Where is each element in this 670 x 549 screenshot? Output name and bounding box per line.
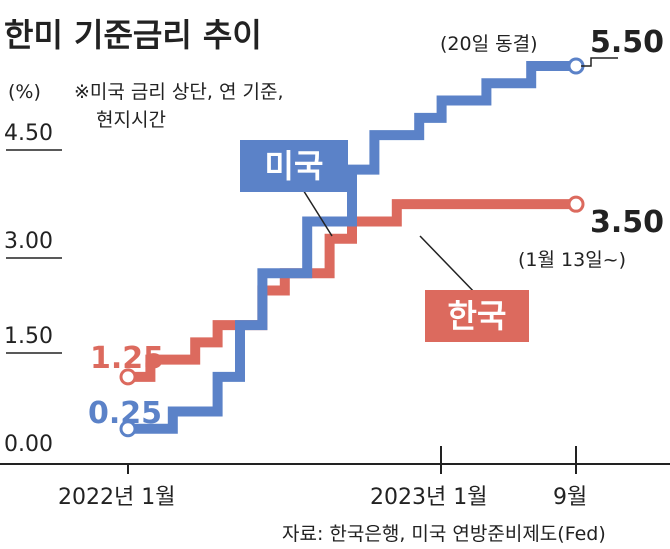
us-end-label: 5.50 xyxy=(590,25,664,60)
korea-end-marker xyxy=(567,195,585,213)
y-tick-1.50: 1.50 xyxy=(4,324,53,349)
y-tick-0.00: 0.00 xyxy=(4,432,53,457)
series-line-us xyxy=(128,61,576,434)
note-line-1: ※미국 금리 상단, 연 기준, xyxy=(74,81,283,103)
us-callout-box xyxy=(240,140,348,192)
korea-start-label: 1.25 xyxy=(90,341,164,376)
us-callout-leader xyxy=(299,184,333,237)
unit-label: (%) xyxy=(8,81,41,103)
korea-start-marker xyxy=(119,368,137,386)
note-line-2: 현지시간 xyxy=(96,109,166,131)
x-tick-2022-01: 2022년 1월 xyxy=(58,485,175,510)
us-end-note: (20일 동결) xyxy=(440,33,537,55)
x-tick-2023-01: 2023년 1월 xyxy=(370,485,487,510)
source-note: 자료: 한국은행, 미국 연방준비제도(Fed) xyxy=(282,523,606,545)
y-axis: 4.50 3.00 1.50 0.00 xyxy=(4,121,62,457)
us-callout-label: 미국 xyxy=(265,147,324,185)
chart-title: 한미 기준금리 추이 xyxy=(4,16,262,54)
x-tick-2023-09: 9월 xyxy=(553,485,587,510)
y-tick-3.00: 3.00 xyxy=(4,229,53,254)
korea-end-label: 3.50 xyxy=(590,205,664,240)
korea-callout-box xyxy=(425,290,529,342)
us-end-marker xyxy=(567,57,585,75)
us-start-marker xyxy=(119,420,137,438)
us-start-label: 0.25 xyxy=(88,396,162,431)
korea-end-note: (1월 13일~) xyxy=(518,249,626,271)
us-end-leader xyxy=(581,57,618,67)
series-line-korea xyxy=(128,199,576,382)
y-tick-4.50: 4.50 xyxy=(4,121,53,146)
korea-callout-leader xyxy=(419,235,479,297)
korea-callout-label: 한국 xyxy=(448,297,507,335)
